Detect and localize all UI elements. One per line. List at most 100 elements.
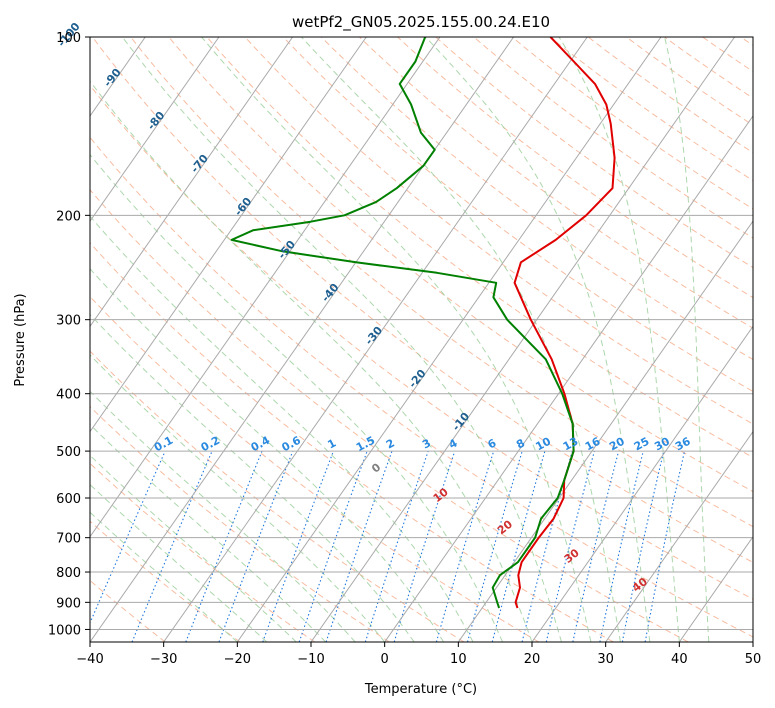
isotherm-label: -80 bbox=[145, 109, 168, 133]
isotherm-line bbox=[90, 37, 294, 328]
mixing-ratio-line bbox=[298, 450, 368, 642]
x-axis-title: Temperature (°C) bbox=[364, 682, 477, 697]
moist-adiabat bbox=[90, 268, 445, 642]
mixing-ratio-label: 36 bbox=[673, 435, 693, 454]
background-lines bbox=[90, 37, 753, 642]
dry-adiabat bbox=[206, 37, 753, 458]
mixing-ratio-line bbox=[90, 450, 166, 625]
x-tick-label: −40 bbox=[76, 652, 103, 667]
x-tick-label: 0 bbox=[381, 652, 389, 667]
x-tick-label: −30 bbox=[150, 652, 177, 667]
dry-adiabat bbox=[587, 37, 753, 154]
dry-adiabat bbox=[244, 37, 753, 425]
mixing-ratio-label: 20 bbox=[607, 435, 627, 454]
dry-adiabat bbox=[740, 37, 753, 46]
dry-adiabat bbox=[90, 189, 689, 642]
isotherm-label: -40 bbox=[319, 281, 342, 305]
moist-adiabat bbox=[90, 215, 474, 642]
dry-adiabat bbox=[90, 295, 540, 642]
dry-adiabat bbox=[320, 37, 753, 360]
dry-adiabat bbox=[397, 37, 753, 299]
y-tick-label: 500 bbox=[56, 445, 81, 460]
mixing-ratio-line bbox=[185, 450, 263, 642]
moist-adiabat bbox=[90, 313, 415, 642]
y-tick-label: 200 bbox=[56, 209, 81, 224]
dry-adiabat bbox=[702, 37, 753, 73]
x-tick-label: −10 bbox=[297, 652, 324, 667]
moist-adiabat bbox=[90, 483, 268, 642]
moist-adiabat-label: 40 bbox=[630, 575, 650, 595]
isotherm-label: -90 bbox=[101, 66, 124, 90]
x-tick-label: 50 bbox=[745, 652, 762, 667]
moist-adiabat bbox=[558, 37, 680, 642]
mixing-ratio-label: 30 bbox=[652, 435, 672, 454]
mixing-ratio-line bbox=[364, 450, 429, 642]
moist-adiabat-label: 20 bbox=[495, 517, 515, 537]
isotherm-line bbox=[384, 115, 753, 642]
y-tick-label: 100 bbox=[56, 31, 81, 46]
mixing-ratio-label: 16 bbox=[583, 435, 603, 454]
y-tick-label: 900 bbox=[56, 596, 81, 611]
annotation-layer: 0.1 0.2 0.4 0.6 1 1.5 2 3 4 6 8 10 13 16 20 25 30 36-100-… bbox=[55, 20, 693, 595]
mixing-ratio-label: 1 bbox=[325, 436, 338, 451]
x-tick-label: 10 bbox=[450, 652, 467, 667]
x-tick-label: 30 bbox=[597, 652, 614, 667]
moist-adiabat bbox=[425, 37, 651, 642]
plot-frame bbox=[89, 36, 754, 643]
dry-adiabat bbox=[130, 37, 753, 528]
mixing-ratio-line bbox=[572, 450, 620, 642]
dry-adiabat bbox=[90, 84, 753, 600]
moist-adiabat-label: 10 bbox=[431, 485, 451, 505]
mixing-ratio-line bbox=[521, 450, 573, 642]
moist-adiabat bbox=[90, 354, 386, 642]
dry-adiabat bbox=[473, 37, 753, 239]
moist-adiabat bbox=[301, 37, 621, 642]
dry-adiabat bbox=[90, 520, 241, 642]
mixing-ratio-line bbox=[599, 450, 644, 642]
x-tick-label: 40 bbox=[671, 652, 688, 667]
y-tick-label: 700 bbox=[56, 532, 81, 547]
moist-adiabat bbox=[90, 454, 297, 642]
isotherm-line bbox=[310, 37, 736, 642]
mixing-ratio-line bbox=[262, 450, 335, 642]
moist-adiabat bbox=[122, 37, 562, 642]
dry-adiabat bbox=[168, 37, 753, 493]
dry-adiabat bbox=[359, 37, 753, 329]
mixing-ratio-line bbox=[218, 450, 294, 642]
chart-title: wetPf2_GN05.2025.155.00.24.E10 bbox=[292, 13, 550, 32]
isotherm-label: -20 bbox=[406, 367, 429, 391]
mixing-ratio-label: 4 bbox=[447, 436, 460, 451]
mixing-ratio-line bbox=[325, 450, 393, 642]
x-tick-label: 20 bbox=[524, 652, 541, 667]
mixing-ratio-line bbox=[435, 450, 495, 642]
isotherm-line bbox=[90, 37, 220, 223]
isotherm-line bbox=[236, 37, 662, 642]
isotherm-line bbox=[605, 430, 753, 642]
y-axis-title: Pressure (hPa) bbox=[13, 293, 28, 386]
isotherm-line bbox=[90, 37, 441, 538]
y-tick-label: 600 bbox=[56, 492, 81, 507]
y-tick-label: 1000 bbox=[48, 623, 81, 638]
mixing-ratio-line bbox=[545, 450, 595, 642]
mixing-ratio-line bbox=[131, 450, 213, 642]
dry-adiabat bbox=[92, 37, 753, 563]
mixing-ratio-line bbox=[491, 450, 546, 642]
y-tick-label: 800 bbox=[56, 566, 81, 581]
mixing-ratio-label: 2 bbox=[384, 436, 397, 451]
isotherm-line bbox=[163, 37, 588, 642]
moist-adiabat-label: 0 bbox=[369, 460, 383, 475]
dewpoint-profile bbox=[230, 37, 575, 609]
y-tick-label: 400 bbox=[56, 388, 81, 403]
temperature-profile bbox=[513, 37, 616, 609]
series-layer bbox=[230, 37, 616, 609]
moist-adiabat bbox=[90, 423, 327, 642]
isotherm-label: -30 bbox=[362, 324, 385, 348]
dry-adiabat bbox=[90, 405, 390, 642]
moist-adiabat-label: 30 bbox=[562, 546, 582, 566]
isotherm-line bbox=[457, 220, 753, 642]
mixing-ratio-label: 13 bbox=[561, 435, 581, 454]
isotherm-line bbox=[90, 37, 515, 642]
dry-adiabat bbox=[90, 462, 315, 642]
isotherm-line bbox=[678, 535, 753, 642]
